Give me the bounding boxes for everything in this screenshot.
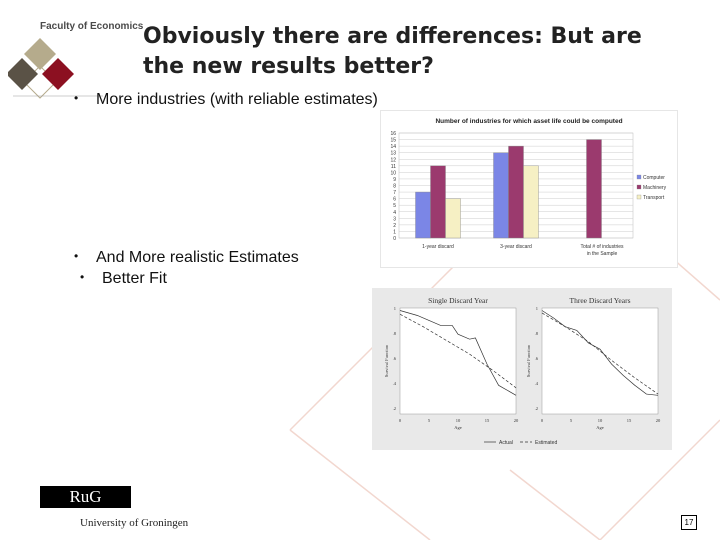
fit-chart-three: Three Discard Years 1 .8 .6 .4 .2 0 5 10 15 20 Age S… [526,296,661,430]
bar-computer [415,191,431,239]
fit-x-tick: 5 [570,418,573,423]
bar-y-tick: 9 [393,177,396,183]
fit-y-label: Survival Function [526,344,531,377]
fit-x-tick: 15 [627,418,632,423]
bullet-dot: • [80,270,85,284]
fit-x-label: Age [454,425,462,430]
title-line-2: the new results better? [143,54,434,79]
fit-x-tick: 15 [485,418,490,423]
fit-x-tick: 20 [656,418,661,423]
survival-fit-panel: Single Discard Year 1.8.6.4.2 0 5 10 15 20 Age S… [372,288,672,450]
fit-y-tick: .8 [535,331,539,336]
fit-y-tick: .6 [393,356,397,361]
fit-y-tick: .8 [393,331,397,336]
bar-chart-svg: Number of industries for which asset lif… [390,118,667,257]
rug-logo: RuG [40,486,131,508]
bar-chart-bars [415,139,602,239]
legend-label-machinery: Machinery [643,185,667,191]
bar-y-tick: 11 [391,164,396,170]
bar-y-tick: 3 [393,216,396,222]
legend-label-transport: Transport [643,195,665,201]
fit-chart-title: Three Discard Years [569,296,630,305]
fit-y-tick: .2 [393,406,396,411]
legend-swatch-machinery [636,184,642,190]
legend-swatch-computer [636,174,642,180]
fit-legend: Actual Estimated [484,440,557,446]
bar-x-label: Total # of industries in the Sample [580,244,624,257]
fit-x-label: Age [596,425,604,430]
university-name: University of Groningen [80,517,189,529]
bar-y-tick: 12 [390,157,396,163]
fit-plot-area [399,307,517,415]
bar-y-tick: 10 [390,170,396,176]
fit-y-label: Survival Function [384,344,389,377]
bar-y-tick: 0 [393,236,396,242]
fit-legend-estimated-label: Estimated [535,440,557,446]
bar-x-label: 1-year discard [422,244,454,250]
legend-swatch-transport [636,194,642,200]
bar-y-tick: 7 [393,190,396,196]
bar-y-tick: 1 [393,229,396,235]
bar-y-tick: 5 [393,203,396,209]
fit-plot-area [541,307,659,415]
bar-x-label: 3-year discard [500,244,532,250]
bullet-more-industries: • More industries (with reliable estimate… [74,91,378,108]
fit-x-tick: 10 [456,418,461,423]
bar-x-label-line: in the Sample [587,251,618,257]
bar-machinery [430,165,446,239]
title-line-1: Obviously there are differences: But are [143,24,642,49]
bar-y-tick: 4 [393,210,396,216]
fit-y-tick: .4 [535,381,539,386]
fit-chart-single: Single Discard Year 1 .8 .6 .4 .2 0 5 10 15 20 Age S… [384,296,519,430]
bar-y-tick: 6 [393,197,396,203]
fit-line-estimated [399,313,517,389]
bar-computer [493,152,509,239]
fit-x-tick: 0 [541,418,544,423]
bullet-dot: • [74,91,79,105]
fit-x-tick: 10 [598,418,603,423]
fit-y-tick: .2 [535,406,538,411]
page-title: Obviously there are differences: But are… [143,22,703,82]
bar-y-tick: 15 [390,138,396,144]
bar-x-label-line: Total # of industries [580,244,624,250]
industries-bar-chart: Number of industries for which asset lif… [380,110,678,268]
bar-machinery [508,145,524,239]
fit-x-tick: 5 [428,418,431,423]
fit-line-estimated [541,312,659,395]
fit-y-tick: .4 [393,381,397,386]
bar-machinery [586,139,602,239]
bar-chart-legend: Computer Machinery Transport [636,174,667,201]
fit-x-tick: 20 [514,418,519,423]
bar-transport [523,165,539,239]
page-number: 17 [681,515,697,530]
fit-y-tick: 1 [536,306,538,311]
bar-chart-title: Number of industries for which asset lif… [435,118,622,125]
bullet-realistic-estimates: • And More realistic Estimates [74,249,299,266]
faculty-logo [8,38,103,99]
bar-chart-x-labels: 1-year discard 3-year discard Total # of i… [422,244,624,257]
bullet-better-fit: • Better Fit [80,270,167,287]
fit-line-actual [541,310,659,396]
bar-transport [445,198,461,239]
bar-y-tick: 8 [393,184,396,190]
fit-chart-title: Single Discard Year [428,296,488,305]
bullet-dot: • [74,249,79,263]
legend-label-computer: Computer [643,175,665,181]
fit-line-actual [399,310,517,396]
bar-y-tick: 16 [390,131,396,137]
fit-legend-actual-label: Actual [499,440,513,446]
bar-y-tick: 2 [393,223,396,229]
faculty-label: Faculty of Economics [40,21,144,32]
fit-x-tick: 0 [399,418,402,423]
fit-y-tick: 1 [394,306,396,311]
bar-y-tick: 13 [390,151,396,157]
bar-y-tick: 14 [390,144,396,150]
fit-y-tick: .6 [535,356,539,361]
